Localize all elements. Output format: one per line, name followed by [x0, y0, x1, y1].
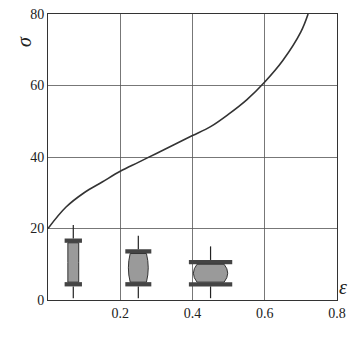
svg-text:20: 20 — [30, 221, 44, 236]
svg-text:0.2: 0.2 — [112, 306, 130, 321]
svg-text:0: 0 — [37, 293, 44, 308]
svg-text:0.4: 0.4 — [184, 306, 202, 321]
svg-text:0.6: 0.6 — [256, 306, 274, 321]
svg-text:0.8: 0.8 — [328, 306, 346, 321]
svg-text:80: 80 — [30, 7, 44, 22]
svg-text:ε: ε — [339, 276, 347, 298]
svg-text:40: 40 — [30, 150, 44, 165]
svg-text:60: 60 — [30, 78, 44, 93]
svg-text:σ: σ — [13, 36, 35, 47]
